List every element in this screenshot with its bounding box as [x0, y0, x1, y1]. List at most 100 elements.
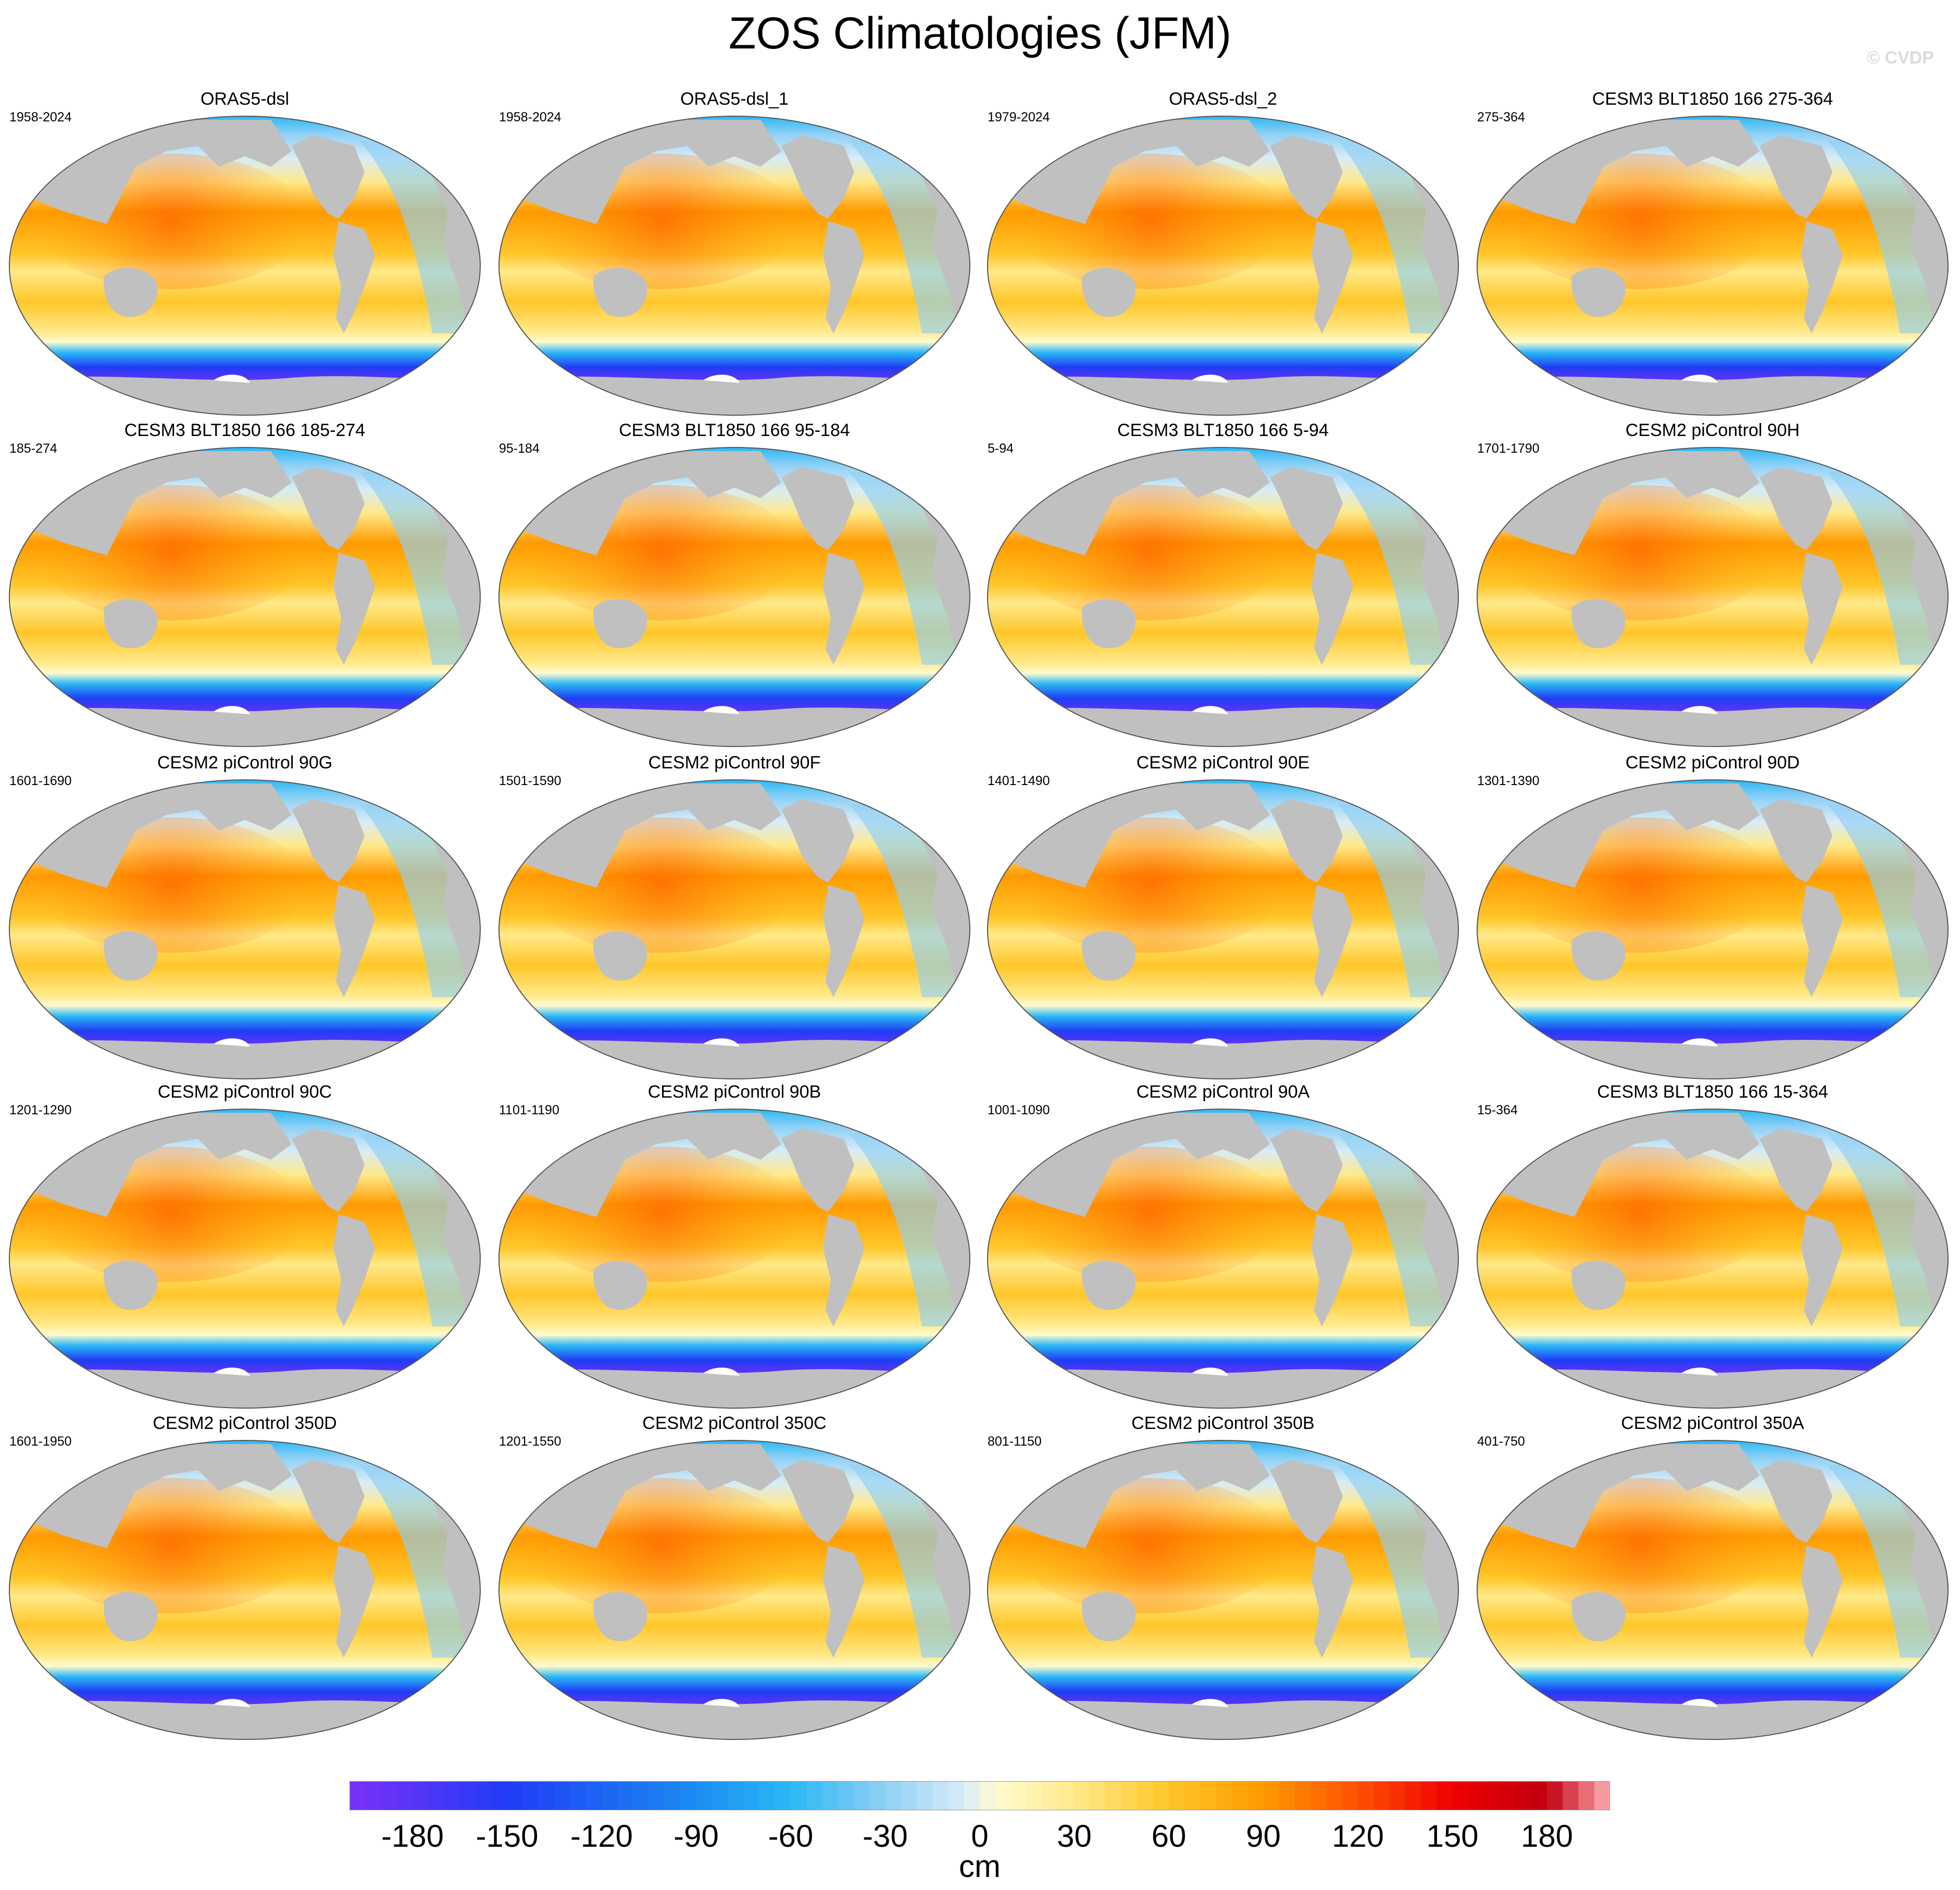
ocean-map [987, 779, 1459, 1079]
panel-period: 1958-2024 [499, 110, 561, 125]
colorbar-box [1121, 1781, 1138, 1810]
map-panel: CESM2 piControl 350B 801-1150 [978, 1413, 1468, 1744]
colorbar-units: cm [959, 1849, 1001, 1884]
colorbar-box [1342, 1781, 1358, 1810]
colorbar-box [791, 1781, 807, 1810]
panel-title: CESM2 piControl 90D [1625, 753, 1800, 773]
colorbar-box [917, 1781, 933, 1810]
map-panel: ORAS5-dsl_1 1958-2024 [490, 89, 979, 420]
colorbar-box [1011, 1781, 1028, 1810]
colorbar-box [980, 1781, 996, 1810]
ocean-map [1477, 1440, 1949, 1740]
panel-title: CESM2 piControl 350A [1621, 1413, 1804, 1433]
ocean-map [987, 1440, 1459, 1740]
colorbar-box [1232, 1781, 1248, 1810]
colorbar-box [1468, 1781, 1484, 1810]
colorbar-box [711, 1781, 728, 1810]
colorbar-box [602, 1781, 618, 1810]
colorbar-box [1374, 1781, 1390, 1810]
colorbar-tick-label: 60 [1151, 1819, 1187, 1854]
colorbar-box [1437, 1781, 1453, 1810]
colorbar-box [932, 1781, 948, 1810]
colorbar-box [648, 1781, 665, 1810]
colorbar-box [806, 1781, 822, 1810]
ocean-map [9, 1109, 481, 1409]
colorbar-box [1547, 1781, 1563, 1810]
colorbar-box [1484, 1781, 1500, 1810]
colorbar-box [854, 1781, 870, 1810]
ocean-map [987, 116, 1459, 416]
map-panel: CESM3 BLT1850 166 95-184 95-184 [490, 420, 979, 751]
colorbar-box [396, 1781, 413, 1810]
cvdp-credit: © CVDP [1867, 48, 1934, 68]
colorbar-tick-label: 90 [1246, 1819, 1281, 1854]
panel-period: 1101-1190 [499, 1103, 559, 1117]
colorbar-tick-label: -30 [863, 1819, 908, 1854]
panel-period: 1601-1690 [9, 774, 72, 788]
colorbar-tick-label: 180 [1520, 1819, 1574, 1854]
figure-title: ZOS Climatologies (JFM) [728, 8, 1232, 58]
colorbar-box [1169, 1781, 1185, 1810]
colorbar-box [1578, 1781, 1595, 1810]
colorbar-box [680, 1781, 696, 1810]
colorbar-box [869, 1781, 885, 1810]
panel-period: 401-750 [1477, 1434, 1525, 1449]
ocean-map [987, 447, 1459, 747]
colorbar-box [1389, 1781, 1406, 1810]
panel-title: CESM2 piControl 350C [642, 1413, 827, 1433]
colorbar-box [554, 1781, 570, 1810]
colorbar-box [1279, 1781, 1295, 1810]
map-panel: CESM2 piControl 90F 1501-1590 [490, 752, 979, 1084]
panel-title: CESM3 BLT1850 166 5-94 [1117, 420, 1329, 440]
colorbar-box [570, 1781, 586, 1810]
colorbar-box [1563, 1781, 1579, 1810]
colorbar-box [617, 1781, 633, 1810]
colorbar-tick-label: 150 [1426, 1819, 1479, 1854]
colorbar-box [1405, 1781, 1421, 1810]
panel-title: ORAS5-dsl_1 [680, 89, 789, 109]
colorbar-box [428, 1781, 444, 1810]
colorbar-box [1058, 1781, 1075, 1810]
colorbar-box [1184, 1781, 1201, 1810]
colorbar-box [476, 1781, 492, 1810]
panel-period: 801-1150 [988, 1434, 1042, 1449]
panel-title: CESM2 piControl 90A [1136, 1082, 1310, 1102]
panel-title: CESM3 BLT1850 166 95-184 [619, 420, 850, 440]
colorbar-box [1515, 1781, 1532, 1810]
panel-title: CESM3 BLT1850 166 275-364 [1592, 89, 1833, 109]
panel-period: 1201-1550 [499, 1434, 561, 1449]
map-panel: CESM2 piControl 350C 1201-1550 [490, 1413, 979, 1744]
ocean-map [1477, 779, 1949, 1079]
panel-period: 1701-1790 [1477, 441, 1540, 456]
colorbar-tick-label: -60 [768, 1819, 814, 1854]
colorbar-box [1326, 1781, 1343, 1810]
colorbar-box [539, 1781, 555, 1810]
colorbar-box [1137, 1781, 1154, 1810]
colorbar-box [995, 1781, 1012, 1810]
panel-period: 1301-1390 [1477, 774, 1540, 788]
colorbar-box [1452, 1781, 1469, 1810]
colorbar-tick-label: 30 [1057, 1819, 1092, 1854]
panel-title: CESM2 piControl 350B [1131, 1413, 1315, 1433]
ocean-map [1477, 1109, 1949, 1409]
panel-title: ORAS5-dsl_2 [1169, 89, 1277, 109]
panel-period: 15-364 [1477, 1103, 1518, 1117]
colorbar-box [365, 1781, 381, 1810]
colorbar-box [1043, 1781, 1059, 1810]
colorbar-tick-label: -180 [381, 1819, 444, 1854]
map-panel: ORAS5-dsl_2 1979-2024 [978, 89, 1468, 420]
panel-period: 1001-1090 [988, 1103, 1050, 1117]
colorbar-box [1594, 1781, 1610, 1810]
panel-period: 275-364 [1477, 110, 1525, 125]
map-panel: CESM3 BLT1850 166 275-364 275-364 [1468, 89, 1957, 420]
colorbar-box [885, 1781, 902, 1810]
colorbar-box [1027, 1781, 1043, 1810]
panel-period: 1501-1590 [499, 774, 561, 788]
ocean-map [987, 1109, 1459, 1409]
colorbar-box [522, 1781, 539, 1810]
colorbar-box [1106, 1781, 1122, 1810]
map-panel: CESM2 piControl 350D 1601-1950 [0, 1413, 490, 1744]
ocean-map [498, 447, 970, 747]
panel-title: CESM2 piControl 90E [1136, 753, 1310, 773]
